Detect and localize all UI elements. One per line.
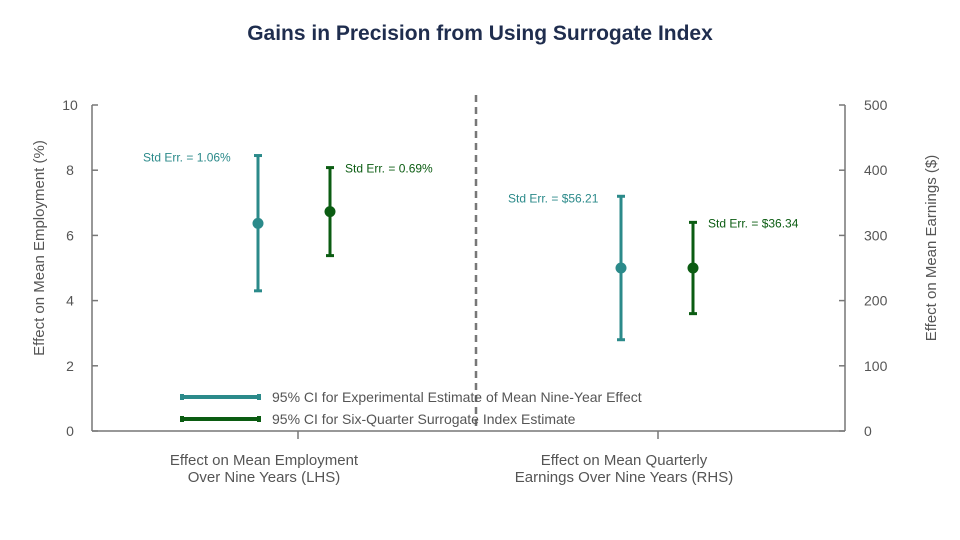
category-label-line: Earnings Over Nine Years (RHS) <box>515 469 733 486</box>
legend-swatch-cap-right <box>257 394 261 400</box>
error-bar: Std Err. = 0.69% <box>324 162 433 258</box>
left-tick-label: 4 <box>66 293 74 309</box>
std-err-annotation: Std Err. = 0.69% <box>345 162 433 176</box>
point-estimate <box>324 206 336 218</box>
left-tick-label: 2 <box>66 358 74 374</box>
legend-swatch-cap-right <box>257 416 261 422</box>
category-label: Effect on Mean Quarterly Earnings Over Ni… <box>515 452 733 486</box>
left-tick-label: 6 <box>66 227 74 243</box>
chart-title: Gains in Precision from Using Surrogate … <box>247 22 713 45</box>
category-label: Effect on Mean Employment Over Nine Years… <box>170 452 359 486</box>
legend-entry: 95% CI for Experimental Estimate of Mean… <box>180 389 642 405</box>
left-axis-label: Effect on Mean Employment (%) <box>31 140 48 356</box>
left-tick-label: 0 <box>66 423 74 439</box>
error-bar: Std Err. = $56.21 <box>508 191 627 342</box>
right-tick-label: 500 <box>864 97 888 113</box>
std-err-annotation: Std Err. = $56.21 <box>508 191 599 205</box>
right-tick-label: 200 <box>864 293 888 309</box>
category-label-line: Effect on Mean Quarterly <box>541 452 708 469</box>
error-bar: Std Err. = $36.34 <box>687 216 799 316</box>
legend-entry: 95% CI for Six-Quarter Surrogate Index E… <box>180 411 576 427</box>
error-bar: Std Err. = 1.06% <box>143 151 264 293</box>
right-tick-label: 0 <box>864 423 872 439</box>
legend-label: 95% CI for Experimental Estimate of Mean… <box>272 389 642 405</box>
point-estimate <box>615 262 627 274</box>
point-estimate <box>252 217 264 229</box>
std-err-annotation: Std Err. = 1.06% <box>143 151 231 165</box>
legend: 95% CI for Experimental Estimate of Mean… <box>180 389 642 427</box>
category-label-line: Over Nine Years (LHS) <box>188 469 341 486</box>
marks-layer: Std Err. = 1.06% Std Err. = $56.21 Std Err… <box>143 151 799 342</box>
right-tick-label: 300 <box>864 227 888 243</box>
std-err-annotation: Std Err. = $36.34 <box>708 216 799 230</box>
legend-swatch-cap-left <box>180 416 184 422</box>
right-axis-label: Effect on Mean Earnings ($) <box>923 155 940 342</box>
right-tick-label: 100 <box>864 358 888 374</box>
point-estimate <box>687 262 699 274</box>
left-tick-label: 8 <box>66 162 74 178</box>
left-tick-label: 10 <box>62 97 78 113</box>
category-label-line: Effect on Mean Employment <box>170 452 359 469</box>
right-tick-label: 400 <box>864 162 888 178</box>
legend-label: 95% CI for Six-Quarter Surrogate Index E… <box>272 411 576 427</box>
legend-swatch-cap-left <box>180 394 184 400</box>
